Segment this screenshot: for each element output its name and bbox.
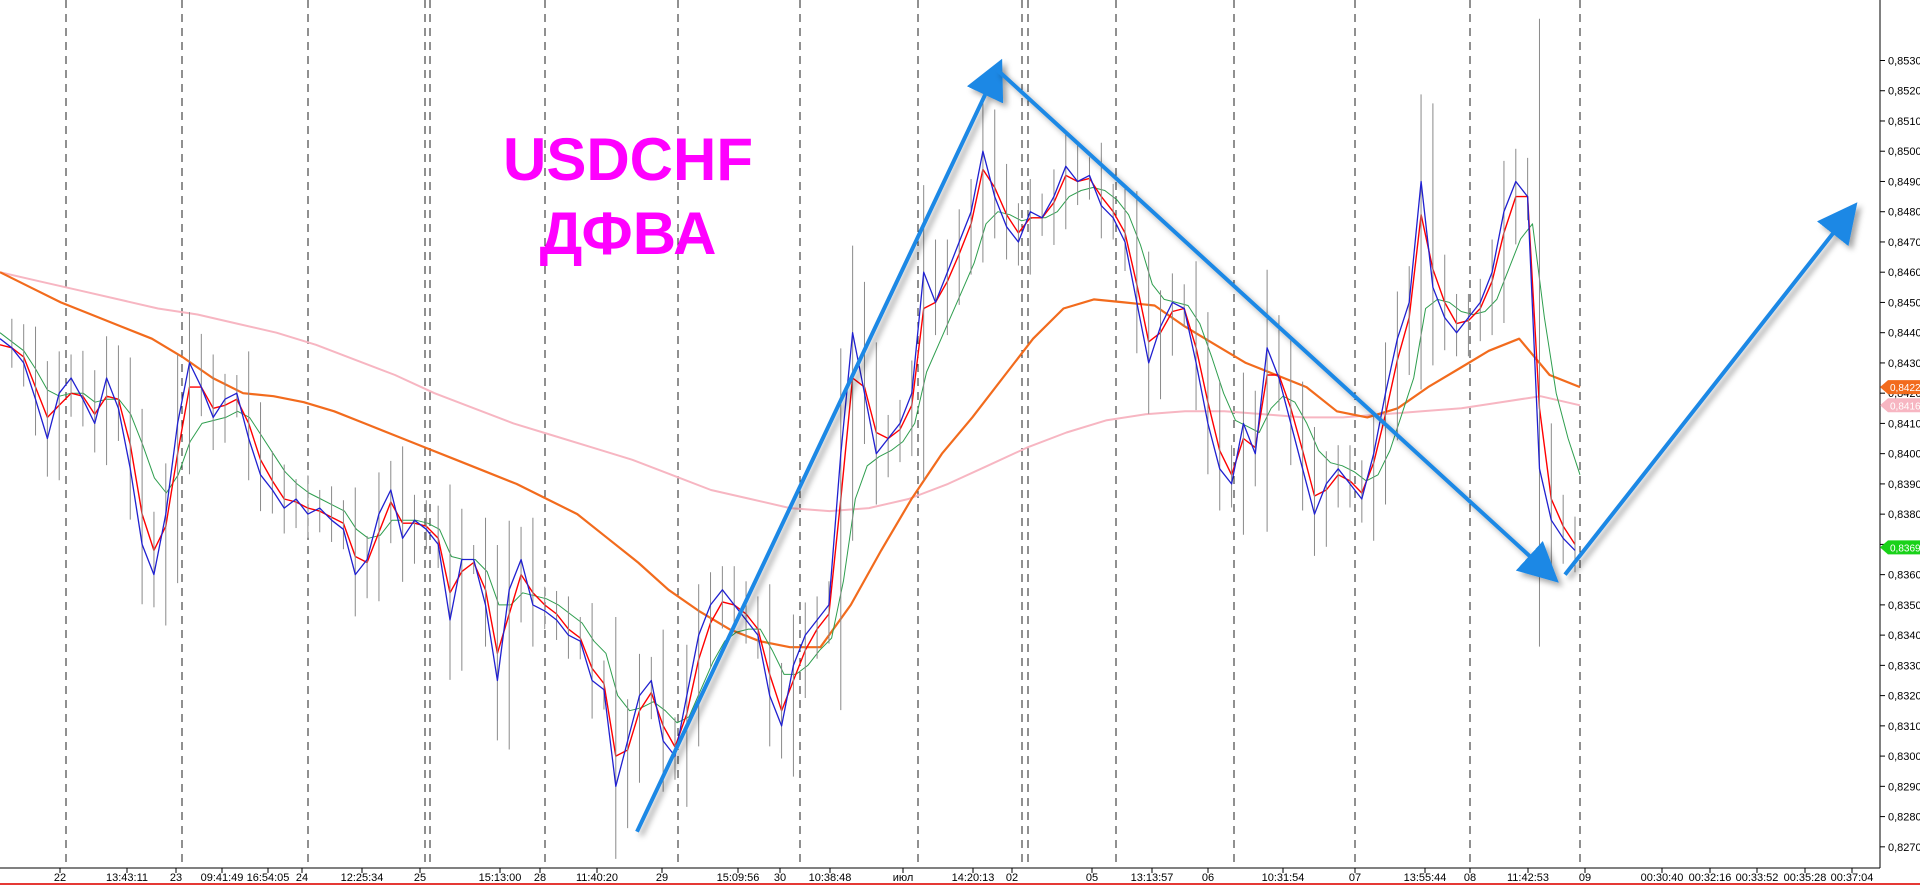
y-tick-label: 0,8470 [1888,237,1920,249]
x-tick-label: 02 [1006,872,1018,884]
y-tick-label: 0,8410 [1888,418,1920,430]
x-tick-label: 13:43:11 [106,872,148,884]
y-tick-label: 0,8330 [1888,660,1920,672]
y-tick-label: 0,8480 [1888,207,1920,219]
x-tick-label: июл [893,872,914,884]
price-tag-label: 0,8422 [1890,383,1920,394]
y-tick-label: 0,8350 [1888,600,1920,612]
x-tick-label: 15:09:56 [717,872,760,884]
x-tick-label: 11:42:53 [1507,872,1549,884]
y-tick-label: 0,8360 [1888,570,1920,582]
x-tick-label: 22 [54,872,66,884]
y-tick-label: 0,8530 [1888,55,1920,67]
y-tick-label: 0,8490 [1888,176,1920,188]
x-tick-label: 00:33:52 [1736,872,1779,884]
y-tick-label: 0,8520 [1888,86,1920,98]
price-tag [1880,398,1920,413]
x-tick-label: 09:41:49 [201,872,244,884]
y-tick-label: 0,8290 [1888,781,1920,793]
x-tick-label: 00:35:28 [1784,872,1827,884]
x-tick-label: 23 [170,872,182,884]
trend-arrows [635,58,1858,833]
chart-titles: USDCHF ДФВА [503,126,753,267]
x-tick-label: 28 [534,872,546,884]
trend-arrow [635,58,1004,833]
x-tick-label: 12:25:34 [341,872,384,884]
x-tick-label: 16:54:05 [247,872,290,884]
y-tick-label: 0,8450 [1888,297,1920,309]
y-tick-label: 0,8310 [1888,721,1920,733]
x-tick-label: 25 [414,872,426,884]
x-tick-label: 00:30:40 [1641,872,1684,884]
x-tick-label: 08 [1464,872,1476,884]
x-tick-label: 07 [1349,872,1361,884]
x-tick-label: 13:13:57 [1131,872,1174,884]
y-tick-label: 0,8500 [1888,146,1920,158]
x-tick-label: 15:13:00 [479,872,522,884]
plot-background [0,0,1880,868]
x-tick-label: 30 [774,872,786,884]
chart-title: USDCHF [503,126,753,193]
y-tick-label: 0,8300 [1888,751,1920,763]
price-tag [1880,540,1920,555]
session-separators [65,0,1581,868]
x-tick-label: 24 [296,872,308,884]
x-tick-label: 29 [656,872,668,884]
chart-subtitle: ДФВА [540,200,717,267]
x-tick-label: 00:32:16 [1689,872,1732,884]
y-tick-label: 0,8400 [1888,449,1920,461]
y-tick-label: 0,8390 [1888,479,1920,491]
x-tick-label: 06 [1202,872,1214,884]
series-line [0,187,1581,724]
x-tick-label: 10:31:54 [1262,872,1305,884]
series-line [0,271,1581,649]
x-tick-label: 05 [1086,872,1098,884]
series-line [0,150,1576,787]
y-tick-label: 0,8270 [1888,842,1920,854]
price-labels: 0,8422 0,8416 0,8369 [1880,380,1920,555]
x-tick-label: 14:20:13 [952,872,995,884]
x-tick-label: 00:37:04 [1831,872,1874,884]
price-tag-label: 0,8369 [1890,543,1920,554]
x-tick-label: 13:55:44 [1404,872,1447,884]
y-tick-label: 0,8320 [1888,691,1920,703]
y-axis-ticks: 0,8530 0,8520 0,8510 0,8500 0,8490 0,8480 0,84… [1880,55,1920,854]
y-tick-label: 0,8340 [1888,630,1920,642]
price-tag [1880,380,1920,395]
y-tick-label: 0,8460 [1888,267,1920,279]
trend-arrow [1563,202,1858,576]
price-tag-label: 0,8416 [1890,401,1920,412]
y-tick-label: 0,8510 [1888,116,1920,128]
y-tick-label: 0,8430 [1888,358,1920,370]
trend-arrow [995,68,1559,583]
x-axis-ticks: 22 13:43:11 23 09:41:49 16:54:05 24 12:25:34 25… [54,868,1874,884]
y-tick-label: 0,8380 [1888,509,1920,521]
y-tick-label: 0,8280 [1888,812,1920,824]
x-tick-label: 11:40:20 [576,872,618,884]
y-tick-label: 0,8440 [1888,328,1920,340]
x-tick-label: 09 [1579,872,1591,884]
x-tick-label: 10:38:48 [809,872,852,884]
